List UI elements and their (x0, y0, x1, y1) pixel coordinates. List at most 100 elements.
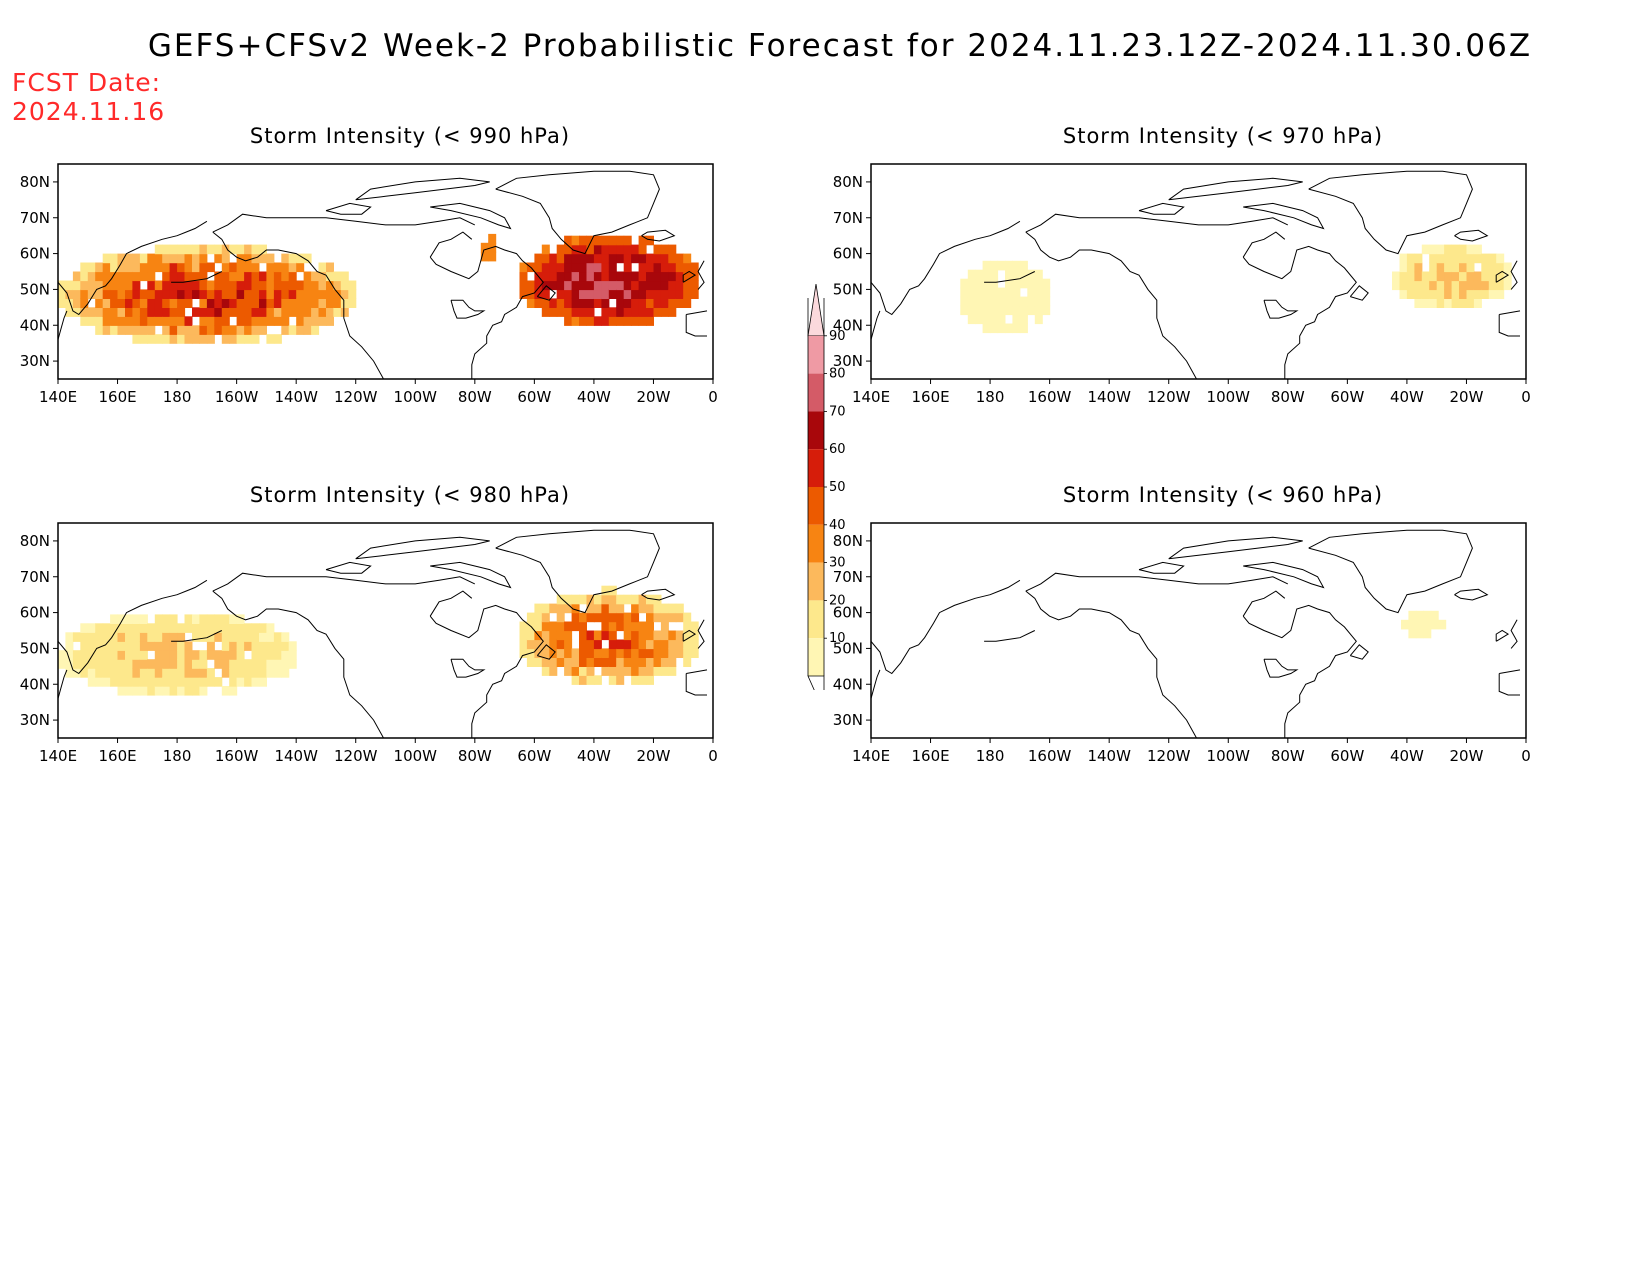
probability-cell (646, 675, 654, 685)
lon-tick-label: 0 (1521, 747, 1531, 765)
probability-cell (541, 612, 550, 623)
probability-cell (1473, 289, 1482, 299)
probability-cell (675, 298, 684, 308)
probability-cell (139, 650, 148, 660)
probability-cell (110, 262, 119, 273)
probability-cell (571, 271, 580, 282)
probability-cell (58, 289, 66, 299)
probability-cell (623, 621, 632, 632)
probability-cell (675, 262, 684, 273)
probability-cell (110, 677, 119, 687)
probability-cell (1027, 278, 1036, 289)
probability-cell (668, 603, 677, 614)
probability-cell (117, 686, 126, 696)
probability-cell (281, 316, 290, 326)
lon-tick-label: 140E (852, 747, 890, 765)
probability-cell (281, 325, 290, 335)
probability-cell (95, 641, 104, 651)
colorbar-tick-label: 70 (829, 404, 846, 419)
probability-cell (95, 307, 104, 317)
probability-cell (199, 632, 208, 642)
probability-cell (623, 235, 632, 246)
probability-cell (1399, 271, 1408, 282)
probability-field (58, 585, 699, 696)
probability-cell (214, 659, 223, 669)
probability-cell (326, 271, 334, 282)
probability-cell (601, 307, 610, 317)
probability-cell (631, 244, 640, 255)
colorbar-extension (807, 675, 825, 690)
probability-cell (139, 677, 148, 687)
probability-cell (110, 668, 119, 678)
probability-cell (244, 641, 253, 651)
probability-cell (65, 280, 74, 291)
probability-cell (660, 298, 669, 308)
probability-cell (631, 612, 640, 623)
probability-cell (154, 280, 163, 291)
probability-cell (154, 253, 163, 264)
probability-cell (102, 659, 111, 669)
probability-cell (1392, 280, 1400, 291)
probability-cell (579, 316, 587, 326)
probability-cell (623, 307, 632, 317)
probability-cell (229, 650, 238, 660)
probability-cell (1459, 289, 1467, 299)
probability-cell (1466, 271, 1475, 282)
probability-cell (214, 289, 223, 299)
probability-cell (534, 621, 543, 632)
probability-cell (1406, 289, 1415, 299)
probability-cell (162, 614, 171, 624)
probability-cell (1451, 271, 1460, 282)
probability-cell (251, 307, 260, 317)
probability-cell (990, 269, 999, 280)
probability-cell (110, 271, 119, 282)
probability-cell (132, 677, 141, 687)
probability-cell (608, 603, 617, 614)
probability-cell (125, 677, 133, 687)
probability-cell (110, 298, 119, 308)
probability-cell (348, 280, 357, 291)
probability-cell (80, 668, 89, 678)
probability-cell (117, 623, 126, 633)
probability-cell (541, 666, 550, 676)
lat-tick-label: 60N (20, 604, 50, 622)
probability-cell (229, 659, 238, 669)
probability-cell (1503, 262, 1512, 273)
probability-cell (1005, 296, 1013, 307)
probability-cell (1034, 296, 1043, 307)
probability-cell (259, 298, 267, 308)
probability-cell (154, 641, 163, 651)
coastline (1242, 604, 1357, 738)
probability-cell (1481, 262, 1490, 273)
probability-cell (1429, 280, 1438, 291)
coastline (1495, 270, 1510, 283)
probability-cell (95, 280, 104, 291)
probability-cell (80, 307, 89, 317)
probability-cell (1429, 298, 1438, 308)
probability-cell (586, 594, 595, 605)
probability-cell (214, 316, 223, 326)
probability-cell (623, 612, 632, 623)
probability-cell (169, 650, 178, 660)
probability-cell (288, 307, 297, 317)
probability-cell (58, 650, 66, 660)
probability-cell (147, 686, 156, 696)
probability-cell (1481, 289, 1490, 299)
probability-cell (147, 262, 156, 273)
probability-cell (177, 280, 186, 291)
probability-cell (564, 307, 573, 317)
probability-cell (571, 612, 580, 623)
probability-cell (102, 307, 111, 317)
probability-cell (675, 280, 684, 291)
coastline (325, 202, 372, 215)
probability-cell (646, 307, 654, 317)
probability-cell (251, 271, 260, 282)
probability-cell (1415, 610, 1424, 621)
coastline (641, 229, 676, 242)
probability-cell (154, 334, 163, 344)
probability-cell (177, 686, 186, 696)
probability-cell (586, 657, 595, 667)
probability-cell (236, 632, 245, 642)
probability-cell (601, 280, 610, 291)
probability-cell (982, 305, 991, 316)
